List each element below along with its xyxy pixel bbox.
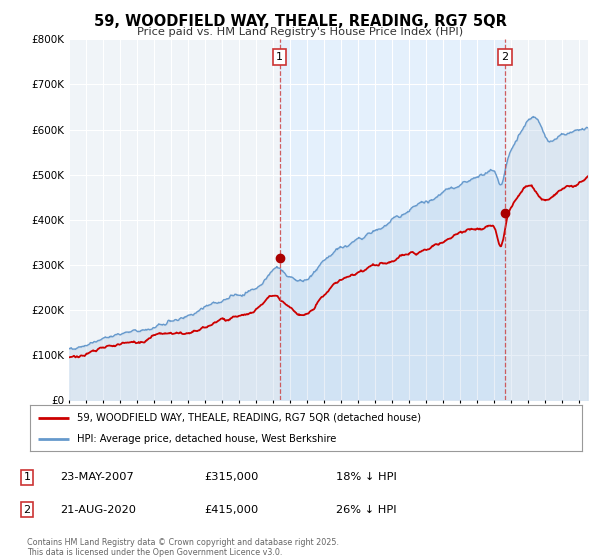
Text: 59, WOODFIELD WAY, THEALE, READING, RG7 5QR: 59, WOODFIELD WAY, THEALE, READING, RG7 … [94,14,506,29]
Text: Price paid vs. HM Land Registry's House Price Index (HPI): Price paid vs. HM Land Registry's House … [137,27,463,38]
Text: 21-AUG-2020: 21-AUG-2020 [60,505,136,515]
Text: 2: 2 [502,52,509,62]
Text: 23-MAY-2007: 23-MAY-2007 [60,472,134,482]
Text: 1: 1 [23,472,31,482]
Text: £315,000: £315,000 [204,472,259,482]
Text: 2: 2 [23,505,31,515]
Text: £415,000: £415,000 [204,505,258,515]
Text: HPI: Average price, detached house, West Berkshire: HPI: Average price, detached house, West… [77,435,336,444]
Text: 18% ↓ HPI: 18% ↓ HPI [336,472,397,482]
Text: 1: 1 [276,52,283,62]
Bar [280,39,505,400]
Text: 59, WOODFIELD WAY, THEALE, READING, RG7 5QR (detached house): 59, WOODFIELD WAY, THEALE, READING, RG7 … [77,413,421,423]
Text: 26% ↓ HPI: 26% ↓ HPI [336,505,397,515]
Text: Contains HM Land Registry data © Crown copyright and database right 2025.
This d: Contains HM Land Registry data © Crown c… [27,538,339,557]
